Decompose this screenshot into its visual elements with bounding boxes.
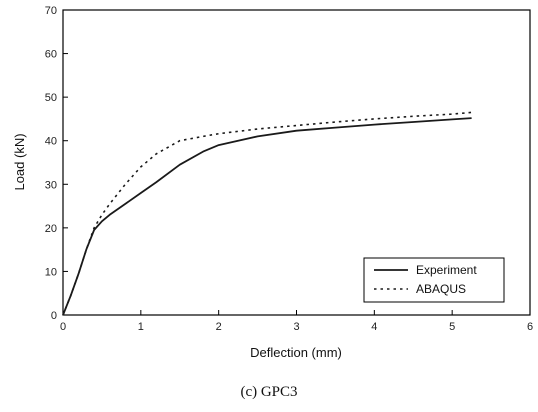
y-ticks: 0 10 20 30 40 50 60 70	[45, 5, 68, 322]
y-tick-label: 10	[45, 266, 57, 278]
series-layer	[62, 111, 472, 316]
y-tick-label: 30	[45, 179, 57, 191]
x-tick-label: 1	[138, 321, 144, 333]
x-axis-title: Deflection (mm)	[250, 345, 342, 360]
x-tick-label: 4	[371, 321, 377, 333]
x-tick-label: 6	[527, 321, 533, 333]
y-tick-label: 60	[45, 49, 57, 61]
series-line-abaqus	[62, 111, 472, 316]
legend-box	[363, 257, 505, 303]
x-ticks: 0 1 2 3 4 5 6	[60, 310, 533, 333]
x-tick-label: 2	[216, 321, 222, 333]
x-tick-label: 5	[449, 321, 455, 333]
y-tick-label: 40	[45, 136, 57, 148]
y-axis-title: Load (kN)	[12, 133, 27, 190]
legend-label-experiment: Experiment	[416, 263, 477, 277]
legend: Experiment ABAQUS	[363, 257, 505, 303]
y-tick-label: 20	[45, 223, 57, 235]
x-tick-label: 0	[60, 321, 66, 333]
legend-label-abaqus: ABAQUS	[416, 282, 466, 296]
y-tick-label: 50	[45, 92, 57, 104]
y-tick-label: 70	[45, 5, 57, 17]
x-tick-label: 3	[293, 321, 299, 333]
y-tick-label: 0	[51, 310, 57, 322]
figure-caption: (c) GPC3	[240, 384, 298, 400]
